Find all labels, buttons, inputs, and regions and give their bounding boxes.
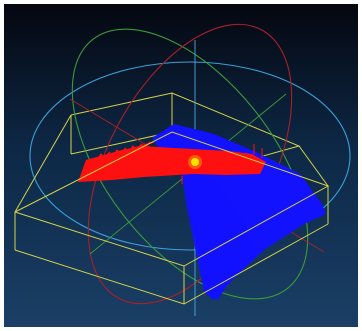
3d-viewport[interactable] — [4, 4, 358, 327]
bounding-box-front — [14, 114, 330, 305]
gizmo-ring-z — [29, 61, 351, 251]
pivot-core — [191, 158, 199, 166]
pivot-point[interactable] — [188, 155, 202, 169]
scene-canvas[interactable] — [4, 4, 358, 327]
rotation-gizmo[interactable] — [27, 4, 354, 327]
red-point-cloud[interactable] — [78, 141, 266, 184]
gizmo-ring-y — [71, 28, 309, 300]
